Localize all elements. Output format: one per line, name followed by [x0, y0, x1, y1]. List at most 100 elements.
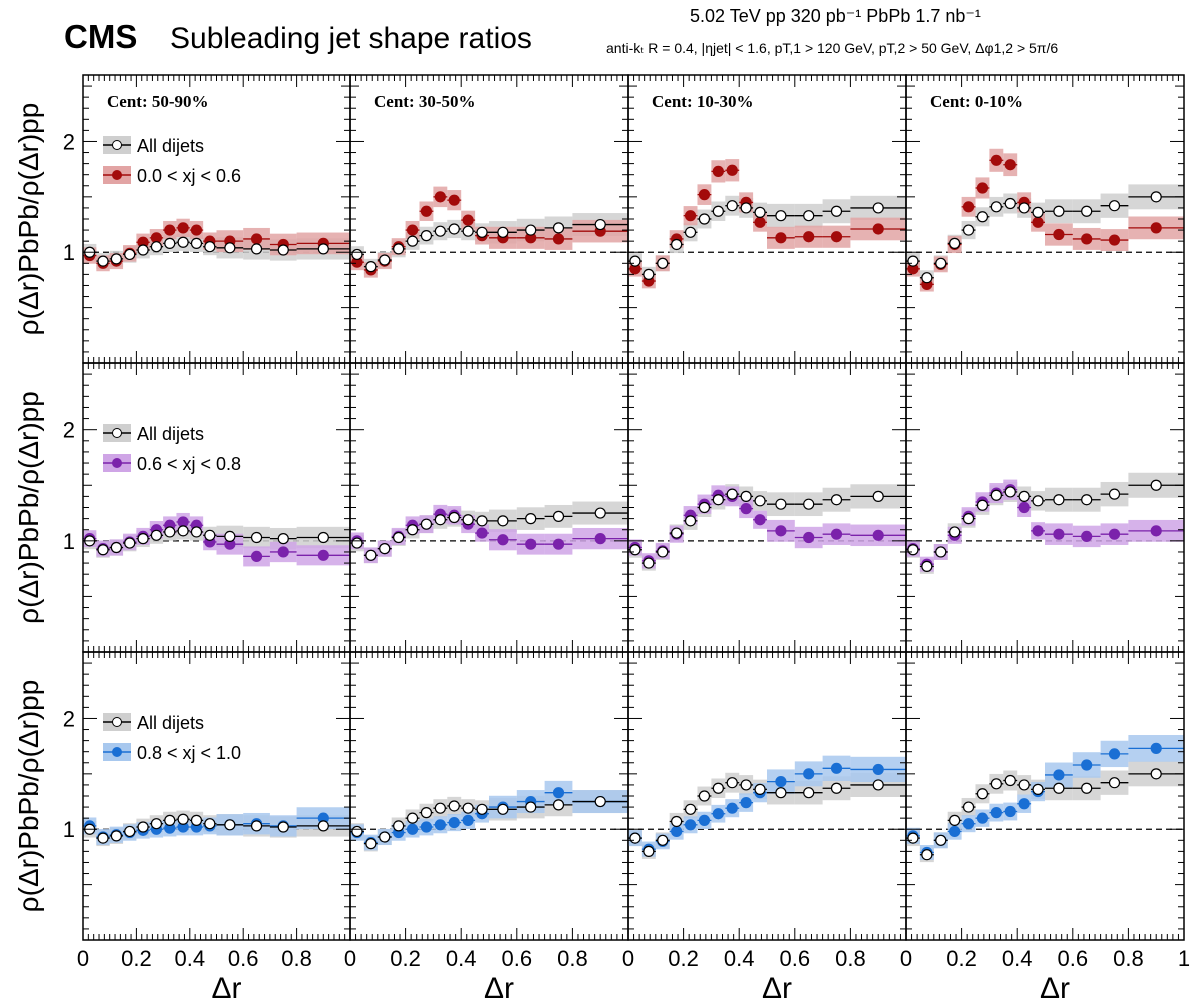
series-point	[1004, 159, 1016, 171]
y-tick-label: 2	[63, 129, 75, 154]
panel-frame	[82, 74, 351, 364]
all-dijets-point	[698, 501, 711, 514]
centrality-label: Cent: 50-90%	[107, 92, 209, 111]
all-dijets-point	[406, 235, 419, 247]
all-dijets-point	[976, 499, 989, 511]
all-dijets-point	[434, 802, 446, 814]
all-dijets-point	[726, 200, 738, 212]
all-dijets-point	[317, 243, 329, 255]
all-dijets-point	[1004, 486, 1016, 498]
all-dijets-point	[921, 560, 933, 573]
series-point	[525, 538, 537, 550]
series-point	[1053, 228, 1065, 241]
all-dijets-point	[406, 524, 419, 536]
x-tick-label: 0.8	[835, 946, 866, 971]
all-dijets-point	[962, 801, 975, 813]
all-dijets-point	[935, 546, 947, 558]
x-tick-label: 0.2	[668, 946, 699, 971]
all-dijets-point	[775, 787, 787, 799]
panel-r1-c2	[627, 362, 907, 653]
series-point	[684, 819, 697, 831]
series-point	[164, 224, 176, 236]
panel-r2-c0: 1 2 All dijets 0.8 < xj < 1.0 ρ(Δr)PbPb/ρ(Δr…	[13, 651, 351, 1003]
all-dijets-point	[177, 236, 189, 248]
all-dijets-point	[124, 825, 136, 838]
all-dijets-point	[448, 800, 460, 812]
all-dijets-point	[1004, 774, 1016, 787]
x-tick-label: 0	[622, 946, 634, 971]
all-dijets-point	[754, 783, 766, 795]
all-dijets-point	[137, 244, 149, 256]
series-point	[552, 787, 565, 799]
series-point	[1004, 805, 1016, 818]
all-dijets-point	[448, 223, 460, 235]
series-point	[684, 210, 697, 222]
all-dijets-point	[351, 537, 363, 549]
series-point	[1108, 528, 1121, 540]
x-tick-label: 0.6	[228, 946, 259, 971]
panel-r0-c0: Cent: 50-90% 1 2 All dijets 0.0 < xj < 0.6 ρ(…	[13, 74, 351, 364]
legend-series-label: 0.0 < xj < 0.6	[137, 166, 241, 186]
all-dijets-point	[164, 526, 176, 538]
all-dijets-point	[204, 241, 216, 253]
series-point	[1108, 748, 1121, 760]
series-point	[448, 816, 460, 829]
series-point	[277, 546, 289, 558]
all-dijets-point	[643, 845, 655, 857]
series-point	[698, 814, 711, 826]
series-point	[990, 807, 1002, 819]
all-dijets-point	[317, 820, 329, 832]
all-dijets-point	[393, 531, 405, 544]
all-dijets-point	[250, 820, 263, 832]
all-dijets-point	[137, 533, 149, 545]
series-point	[434, 819, 446, 831]
all-dijets-point	[671, 815, 683, 828]
series-point	[1081, 530, 1093, 543]
series-point	[497, 534, 509, 546]
all-dijets-point	[552, 510, 565, 522]
all-dijets-point	[1108, 200, 1121, 212]
legend-all-dijets-label: All dijets	[137, 713, 204, 733]
all-dijets-point	[684, 803, 697, 815]
all-dijets-point	[1081, 205, 1093, 217]
all-dijets-point	[949, 526, 961, 538]
all-dijets-point	[317, 531, 329, 544]
all-dijets-point	[1081, 782, 1093, 794]
all-dijets-point	[1108, 777, 1121, 789]
all-dijets-point	[110, 541, 122, 554]
all-dijets-point	[830, 494, 843, 506]
x-tick-label: 0.2	[121, 946, 152, 971]
all-dijets-point	[497, 226, 509, 238]
series-point	[317, 549, 329, 561]
series-point	[949, 825, 961, 838]
series-point	[740, 503, 752, 515]
series-point	[830, 528, 843, 540]
all-dijets-point	[643, 557, 655, 569]
series-point	[1081, 759, 1093, 771]
all-dijets-point	[365, 549, 377, 561]
all-dijets-point	[204, 529, 216, 541]
all-dijets-point	[657, 546, 669, 558]
selection-cuts: anti-kₜ R = 0.4, |ηjet| < 1.6, pT,1 > 12…	[606, 40, 1059, 56]
x-tick-label: 0.2	[390, 946, 421, 971]
x-tick-label: 0.2	[946, 946, 977, 971]
y-tick-label: 1	[63, 240, 75, 265]
all-dijets-point	[671, 238, 683, 251]
all-dijets-point	[190, 526, 203, 538]
all-dijets-point	[1053, 205, 1065, 217]
all-dijets-point	[351, 825, 363, 838]
legend-series-marker	[112, 170, 122, 180]
all-dijets-point	[803, 498, 815, 510]
all-dijets-point	[1004, 197, 1016, 210]
panel-r2-c2: 0 0.2 0.4 0.6 0.8 Δr	[622, 651, 907, 1003]
all-dijets-point	[277, 533, 289, 545]
all-dijets-point	[921, 849, 933, 861]
all-dijets-point	[177, 525, 189, 537]
all-dijets-point	[1150, 191, 1162, 203]
x-tick-label: 0.4	[1002, 946, 1033, 971]
all-dijets-point	[1150, 768, 1162, 780]
series-point	[406, 823, 419, 835]
x-tick-label: 0	[344, 946, 356, 971]
all-dijets-point	[698, 213, 711, 225]
all-dijets-point	[740, 202, 752, 214]
